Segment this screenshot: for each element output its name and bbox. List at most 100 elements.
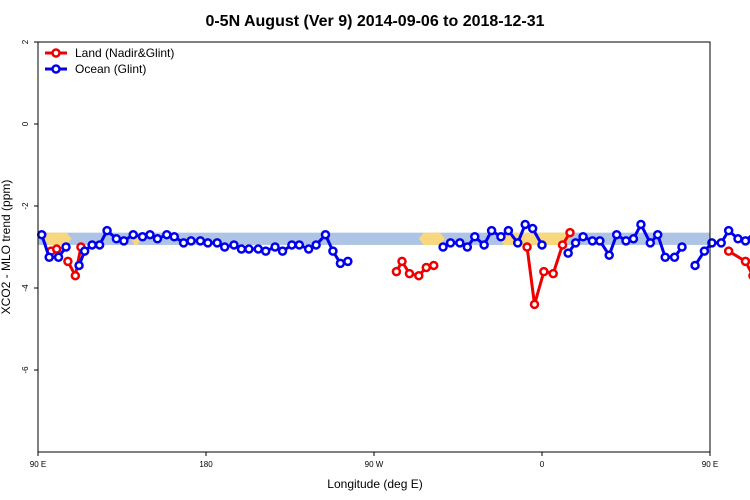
ocean-data-point <box>219 242 230 252</box>
ocean-data-point <box>578 232 588 242</box>
land-data-point <box>529 299 540 310</box>
ocean-data-point <box>604 250 614 260</box>
ocean-data-point <box>537 240 547 250</box>
ocean-data-point <box>645 238 656 248</box>
ocean-data-point <box>294 240 305 250</box>
ocean-data-point <box>595 236 605 246</box>
land-data-point <box>63 256 73 267</box>
ocean-data-point <box>260 246 271 256</box>
land-data-point <box>740 256 750 267</box>
ocean-data-point <box>636 219 646 230</box>
ocean-data-point <box>611 229 622 240</box>
ocean-data-point <box>244 244 254 254</box>
land-data-point <box>565 227 575 238</box>
land-data-point <box>723 246 734 256</box>
land-data-point <box>428 260 439 271</box>
land-data-point <box>397 256 407 267</box>
x-axis-label: Longitude (deg E) <box>327 477 422 491</box>
ocean-data-point <box>699 246 710 256</box>
ocean-data-point <box>445 238 456 248</box>
ocean-data-point <box>169 232 180 242</box>
ocean-data-point <box>137 232 148 242</box>
y-tick-label: -2 <box>21 202 30 210</box>
land-data-point <box>70 270 81 281</box>
plot-frame <box>37 41 711 453</box>
ocean-data-point <box>94 240 105 250</box>
ocean-data-point <box>486 225 497 236</box>
x-tick-label: 90 E <box>30 460 46 469</box>
ocean-data-point <box>496 232 506 242</box>
ocean-data-point <box>690 260 700 271</box>
ocean-data-point <box>145 229 155 240</box>
ocean-data-point <box>303 244 314 254</box>
ocean-data-point <box>328 246 338 256</box>
ocean-data-point <box>36 229 47 240</box>
ocean-data-point <box>44 252 54 262</box>
ocean-data-point <box>570 238 581 248</box>
ocean-data-point <box>707 238 717 248</box>
ocean-data-point <box>438 242 448 252</box>
land-data-point <box>539 266 549 277</box>
land-legend-label: Land (Nadir&Glint) <box>75 46 174 60</box>
ocean-data-point <box>212 238 222 248</box>
land-data-point <box>51 244 62 254</box>
ocean-data-point <box>287 240 297 250</box>
ocean-data-point <box>563 248 573 258</box>
x-tick-label: 180 <box>199 460 213 469</box>
legend: Land (Nadir&Glint) Ocean (Glint) <box>45 46 174 76</box>
land-series-line <box>727 249 750 274</box>
x-tick-label: 0 <box>540 460 545 469</box>
ocean-data-point <box>320 229 331 240</box>
y-tick-label: 0 <box>21 121 30 126</box>
land-data-point <box>522 242 532 252</box>
ocean-data-point <box>527 223 538 234</box>
ocean-data-point <box>87 240 97 250</box>
ocean-data-point <box>520 219 530 230</box>
land-data-point <box>414 270 424 281</box>
ocean-data-point <box>311 240 321 250</box>
ocean-data-point <box>733 234 743 244</box>
ocean-data-point <box>61 242 71 252</box>
ocean-data-point <box>152 234 163 244</box>
ocean-data-point <box>186 236 196 246</box>
ocean-legend-label: Ocean (Glint) <box>75 62 146 76</box>
axes: 90 E 180 90 W 0 90 E 2 0 -2 -4 -6 <box>21 39 718 469</box>
ocean-data-point <box>723 225 734 236</box>
ocean-data-point <box>74 260 84 271</box>
land-data-point <box>404 268 415 279</box>
ocean-data-point <box>162 229 172 240</box>
ocean-data-point <box>587 236 598 246</box>
land-data-point <box>391 266 402 277</box>
land-data-point <box>548 268 558 279</box>
ocean-data-point <box>111 234 122 244</box>
land-data-point <box>421 262 432 273</box>
land-band-segment <box>418 232 445 245</box>
ocean-data-point <box>53 252 64 262</box>
ocean-data-point <box>79 246 90 256</box>
land-data-point <box>557 240 568 250</box>
ocean-data-point <box>628 234 639 244</box>
ocean-data-point <box>236 244 247 254</box>
plot-area <box>36 219 750 310</box>
ocean-data-point <box>512 238 523 248</box>
y-tick-label: 2 <box>21 39 30 44</box>
ocean-data-point <box>470 232 480 242</box>
ocean-data-point <box>669 252 680 262</box>
ocean-data-point <box>652 229 663 240</box>
ocean-data-point <box>128 229 138 240</box>
ocean-data-point <box>229 240 239 250</box>
ocean-data-point <box>677 242 687 252</box>
ocean-data-point <box>102 225 112 236</box>
ocean-data-point <box>203 238 213 248</box>
ocean-data-point <box>660 252 670 262</box>
ocean-data-point <box>621 236 631 246</box>
ocean-data-point <box>119 236 129 246</box>
x-tick-label: 90 W <box>365 460 384 469</box>
ocean-data-point <box>178 238 189 248</box>
ocean-data-point <box>503 225 514 236</box>
y-tick-label: -4 <box>21 284 30 292</box>
land-band-segment <box>43 232 72 245</box>
ocean-data-point <box>740 236 750 246</box>
ocean-legend-marker <box>51 64 61 74</box>
